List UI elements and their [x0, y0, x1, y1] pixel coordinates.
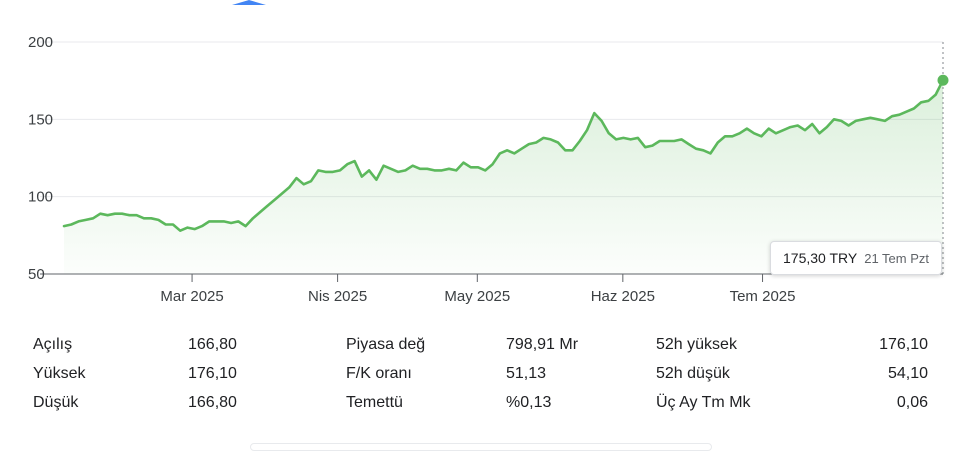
- price-tooltip: 175,30 TRY 21 Tem Pzt: [770, 241, 942, 275]
- stat-label-low: Düşük: [33, 392, 188, 413]
- stat-value-market-cap: 798,91 Mr: [506, 334, 656, 355]
- stat-value-pe-ratio: 51,13: [506, 363, 656, 384]
- y-tick-label: 150: [28, 111, 53, 128]
- x-axis: Mar 2025 Nis 2025 May 2025 Haz 2025 Tem 2025: [160, 274, 795, 305]
- x-tick-label: Tem 2025: [730, 288, 796, 305]
- stat-label-3m-avg-volume: Üç Ay Tm Mk: [656, 392, 816, 413]
- stat-value-high: 176,10: [188, 363, 346, 384]
- x-tick-label: Mar 2025: [160, 288, 223, 305]
- stat-value-open: 166,80: [188, 334, 346, 355]
- stat-value-low: 166,80: [188, 392, 346, 413]
- stat-label-dividend: Temettü: [346, 392, 506, 413]
- bottom-edge-bar: [250, 443, 712, 451]
- last-price-point[interactable]: [938, 75, 949, 86]
- y-axis: 200 150 100 50: [28, 34, 53, 283]
- stat-label-52w-low: 52h düşük: [656, 363, 816, 384]
- tooltip-date: 21 Tem Pzt: [864, 251, 929, 266]
- stat-value-52w-low: 54,10: [816, 363, 928, 384]
- stat-value-52w-high: 176,10: [816, 334, 928, 355]
- stat-label-open: Açılış: [33, 334, 188, 355]
- x-tick-label: Nis 2025: [308, 288, 367, 305]
- y-tick-label: 50: [28, 266, 45, 283]
- stat-label-pe-ratio: F/K oranı: [346, 363, 506, 384]
- x-tick-label: Haz 2025: [591, 288, 655, 305]
- y-tick-label: 100: [28, 189, 53, 206]
- stat-value-3m-avg-volume: 0,06: [816, 392, 928, 413]
- x-tick-label: May 2025: [444, 288, 510, 305]
- stat-label-market-cap: Piyasa değ: [346, 334, 506, 355]
- stat-label-high: Yüksek: [33, 363, 188, 384]
- stat-label-52w-high: 52h yüksek: [656, 334, 816, 355]
- tooltip-price: 175,30 TRY: [783, 250, 857, 266]
- y-tick-label: 200: [28, 34, 53, 51]
- stats-table: Açılış 166,80 Piyasa değ 798,91 Mr 52h y…: [33, 334, 928, 413]
- stat-value-dividend: %0,13: [506, 392, 656, 413]
